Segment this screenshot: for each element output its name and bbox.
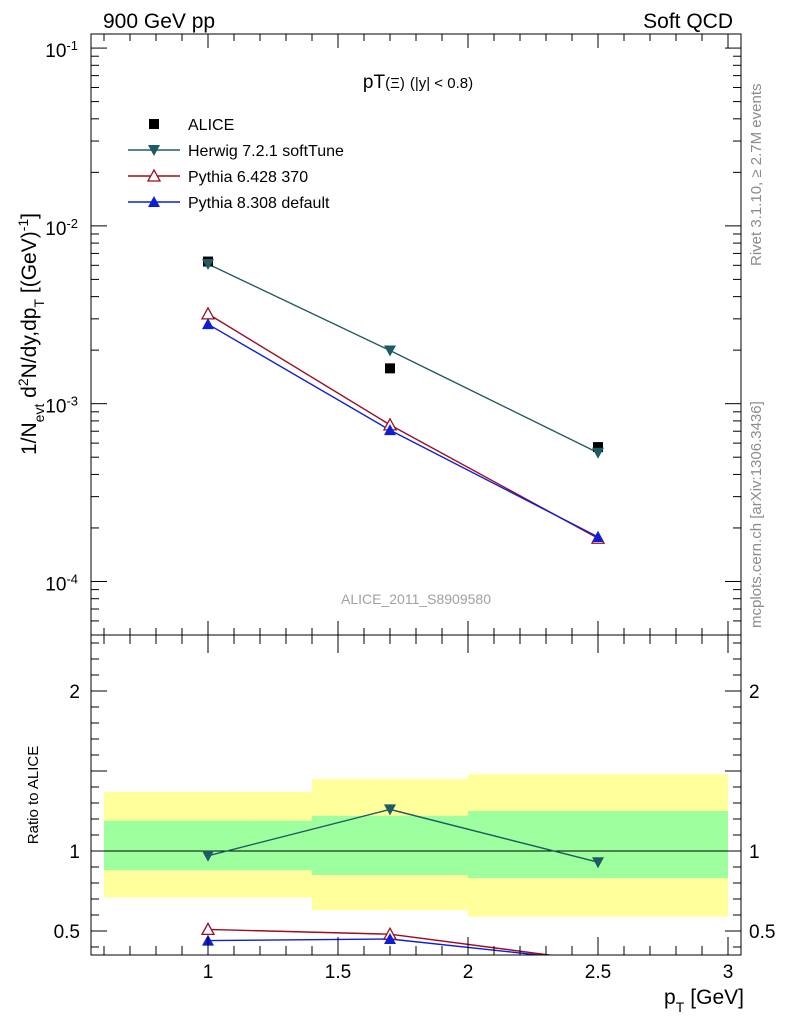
main-pythia8-point	[202, 318, 214, 330]
ratio-pythia6-point	[200, 922, 216, 936]
main-y-tick-label: 10-3	[45, 393, 78, 418]
ratio-stat-uncertainty-band	[312, 815, 468, 875]
main-pythia8-point	[592, 530, 604, 542]
main-y-tick-label: 10-2	[45, 215, 78, 240]
ratio-pythia8-line	[207, 938, 546, 955]
ratio-panel: 0.5 0.5 1 1 2 2 1 1.5 2 2.5 3 Ratio to ALICE pT [G…	[25, 634, 775, 1015]
x-axis-label: pT [GeV]	[664, 986, 744, 1015]
ratio-y-tick-label-right: 0.5	[749, 922, 775, 943]
main-panel: 10-4 10-3 10-2 10-1 pT(Ξ) (|y| < 0.8) ALICE_…	[15, 33, 742, 636]
main-herwig-point	[202, 259, 214, 271]
legend-pythia8-marker	[148, 196, 160, 207]
main-herwig-point	[384, 345, 396, 357]
rivet-version-label: Rivet 3.1.10, ≥ 2.7M events	[748, 84, 765, 267]
main-herwig-point	[592, 447, 604, 459]
ratio-herwig-point	[592, 857, 604, 869]
main-pythia6-line	[207, 313, 599, 539]
ratio-stat-uncertainty-band	[104, 820, 312, 871]
main-y-axis-label: 1/Nevt d2N/dy,dpT [(GeV)-1]	[15, 213, 47, 455]
x-tick-label: 3	[723, 962, 734, 983]
ratio-pythia6-line	[207, 928, 555, 955]
legend: ALICE Herwig 7.2.1 softTune Pythia 6.428 3…	[128, 117, 344, 212]
main-pythia6-point	[200, 306, 216, 320]
header-category-label: Soft QCD	[643, 10, 733, 33]
legend-herwig-label: Herwig 7.2.1 softTune	[188, 143, 344, 160]
legend-herwig-marker	[148, 145, 160, 156]
ratio-y-tick-label-left: 2	[69, 682, 80, 703]
main-alice-point	[385, 363, 395, 374]
plot-title-cut: (|y| < 0.8)	[410, 75, 473, 92]
mcplots-reference-label: mcplots.cern.ch [arXiv:1306.3436]	[748, 401, 765, 628]
ratio-y-tick-label-left: 1	[69, 842, 80, 863]
ratio-y-tick-label-right: 1	[749, 842, 760, 863]
ratio-pythia8-point	[384, 933, 396, 944]
main-alice-point	[593, 442, 603, 453]
ratio-y-axis-label: Ratio to ALICE	[25, 746, 42, 844]
legend-pythia6-marker	[146, 168, 162, 182]
plot-title: pT(Ξ) (|y| < 0.8)	[363, 72, 473, 93]
ratio-y-tick-label-right: 2	[749, 682, 760, 703]
main-pythia8-point	[384, 424, 396, 436]
plot-title-particle: (Ξ)	[385, 75, 405, 92]
x-tick-label: 1.5	[325, 962, 351, 983]
x-tick-label: 2	[463, 962, 474, 983]
legend-alice-marker	[149, 119, 159, 129]
main-pythia8-line	[207, 323, 599, 538]
analysis-watermark: ALICE_2011_S8909580	[341, 591, 491, 607]
x-tick-label: 1	[203, 962, 214, 983]
legend-pythia6-label: Pythia 6.428 370	[188, 169, 308, 186]
main-y-tick-label: 10-1	[45, 38, 78, 63]
ratio-y-tick-label-left: 0.5	[54, 922, 80, 943]
header-collision-label: 900 GeV pp	[103, 10, 215, 33]
legend-pythia8-label: Pythia 8.308 default	[188, 195, 330, 212]
main-y-tick-label: 10-4	[45, 571, 78, 596]
ratio-herwig-point	[202, 850, 214, 862]
x-tick-label: 2.5	[585, 962, 611, 983]
plot-title-main: pT	[363, 72, 386, 93]
legend-alice-label: ALICE	[188, 117, 234, 134]
ratio-herwig-point	[384, 804, 396, 816]
